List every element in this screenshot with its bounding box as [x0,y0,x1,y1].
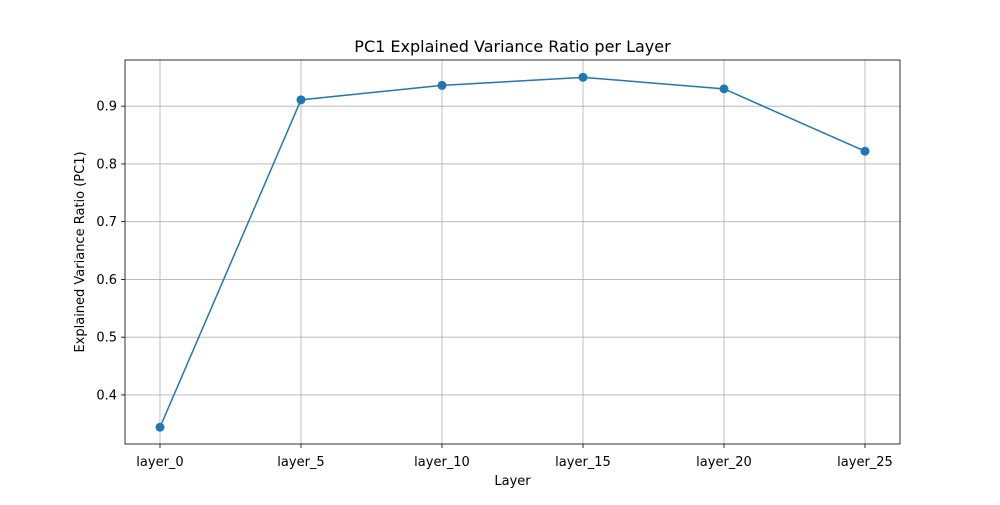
y-tick-label: 0.5 [96,331,117,346]
grid [125,60,900,444]
y-tick-label: 0.8 [96,157,117,172]
ticks: layer_0 layer_5 layer_10 layer_15 layer_20 la… [96,100,893,470]
x-tick-label: layer_0 [136,455,183,470]
y-axis-label: Explained Variance Ratio (PC1) [73,151,88,352]
series-layer [155,72,870,432]
data-point [719,84,729,94]
y-tick-label: 0.6 [96,273,117,288]
data-point [578,72,588,82]
x-axis-label: Layer [494,474,531,489]
y-tick-label: 0.7 [96,215,117,230]
y-tick-label: 0.9 [96,100,117,115]
y-tick-label: 0.4 [96,388,117,403]
x-tick-label: layer_5 [277,455,324,470]
x-tick-label: layer_20 [696,455,752,470]
chart-title: PC1 Explained Variance Ratio per Layer [354,37,671,56]
data-point [296,95,306,105]
x-tick-label: layer_15 [555,455,611,470]
data-point [860,146,870,156]
data-point [437,80,447,90]
axes-frame [124,59,901,445]
series-line [159,76,866,428]
x-tick-label: layer_10 [414,455,470,470]
data-point [155,422,165,432]
x-tick-label: layer_25 [837,455,893,470]
